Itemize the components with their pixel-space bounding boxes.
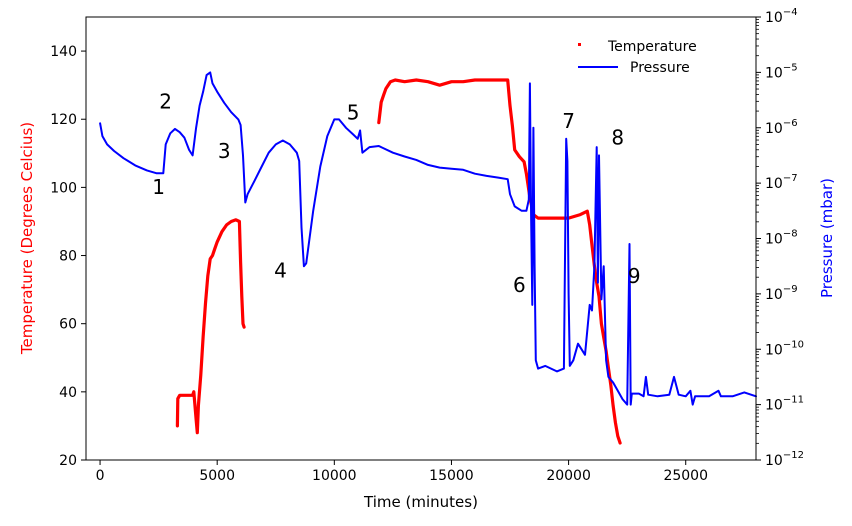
y-right-tick-label: 10−9 (765, 284, 798, 303)
plot-frame (85, 16, 757, 461)
y-left-tick-label: 60 (59, 317, 77, 333)
annotation-3: 3 (218, 139, 231, 163)
y-right-tick-exponent: −5 (783, 62, 798, 73)
y-right-tick-exponent: −6 (783, 118, 798, 129)
series-temperature-segment-0 (175, 218, 246, 435)
y-left-tick-label: 100 (50, 180, 77, 196)
y-right-tick-exponent: −10 (783, 339, 804, 350)
y-left-tick-label: 120 (50, 112, 77, 128)
x-axis-title: Time (minutes) (363, 493, 478, 511)
annotation-5: 5 (347, 100, 360, 124)
y-left-tick-label: 20 (59, 453, 77, 469)
series-layer (99, 71, 757, 445)
y-right-tick-exponent: −8 (783, 229, 798, 240)
legend-pressure-label: Pressure (630, 60, 690, 76)
legend-temperature-label: Temperature (607, 39, 697, 55)
y-right-tick-label: 10−6 (765, 118, 798, 137)
annotation-6: 6 (513, 273, 526, 297)
y-right-tick-exponent: −12 (783, 450, 804, 461)
y-right-tick-exponent: −9 (783, 284, 798, 295)
y-right-tick-exponent: −7 (783, 173, 798, 184)
annotations-layer: 1 2 3 4 5 6 7 8 9 (152, 89, 640, 297)
annotation-9: 9 (628, 264, 641, 288)
x-tick-label: 5000 (199, 468, 235, 484)
annotation-8: 8 (611, 125, 624, 149)
legend: Temperature Pressure (578, 39, 697, 76)
y-right-tick-label: 10−8 (765, 229, 798, 248)
y-left-tick-label: 40 (59, 385, 77, 401)
y-axis-right: 10−12 10−11 10−10 10−9 10−8 10−7 10−6 10−5 10−4 (756, 7, 804, 469)
series-temperature-segment-1 (377, 78, 622, 445)
y-right-tick-label: 10−7 (765, 173, 798, 192)
y-right-tick-label: 10−4 (765, 7, 798, 26)
y-axis-right-title: Pressure (mbar) (818, 178, 836, 298)
x-tick-label: 10000 (312, 468, 357, 484)
x-tick-label: 20000 (546, 468, 591, 484)
y-axis-left: 20 40 60 80 100 120 140 (50, 44, 86, 469)
y-right-tick-label: 10−10 (765, 339, 804, 358)
legend-temperature-marker (578, 43, 581, 46)
y-right-tick-label: 10−12 (765, 450, 804, 469)
x-tick-label: 0 (96, 468, 105, 484)
annotation-4: 4 (274, 258, 287, 282)
annotation-2: 2 (159, 89, 172, 113)
annotation-7: 7 (562, 109, 575, 133)
x-tick-label: 25000 (663, 468, 708, 484)
y-right-tick-exponent: −11 (783, 395, 804, 406)
x-axis: 0 5000 10000 15000 20000 25000 (96, 460, 708, 484)
annotation-1: 1 (152, 175, 165, 199)
series-pressure-segment-0 (99, 71, 757, 406)
y-left-tick-label: 140 (50, 44, 77, 60)
y-right-tick-label: 10−5 (765, 62, 798, 81)
y-right-tick-label: 10−11 (765, 395, 804, 414)
y-axis-left-title: Temperature (Degrees Celcius) (18, 122, 36, 355)
y-left-tick-label: 80 (59, 249, 77, 265)
x-tick-label: 15000 (429, 468, 474, 484)
y-right-tick-exponent: −4 (783, 7, 798, 18)
